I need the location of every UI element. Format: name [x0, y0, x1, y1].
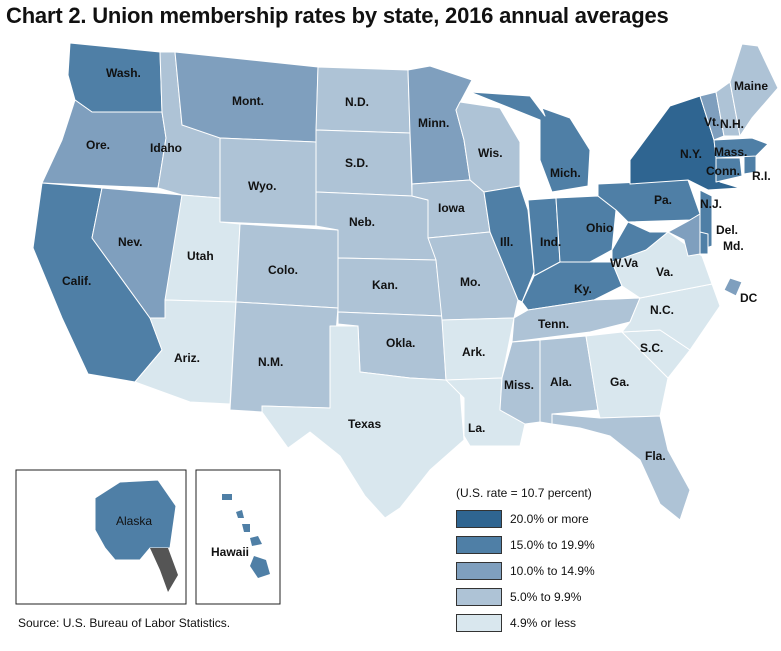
- label-sc: S.C.: [640, 341, 663, 355]
- label-va: Va.: [656, 265, 673, 279]
- state-mass[interactable]: [713, 137, 769, 159]
- label-dc: DC: [740, 291, 758, 305]
- label-miss: Miss.: [504, 378, 534, 392]
- label-wyo: Wyo.: [248, 179, 276, 193]
- label-neb: Neb.: [349, 215, 375, 229]
- label-md: Md.: [723, 239, 744, 253]
- state-del[interactable]: [699, 231, 709, 255]
- state-pa[interactable]: [597, 179, 701, 223]
- label-vt: Vt.: [704, 115, 719, 129]
- legend-heading: (U.S. rate = 10.7 percent): [456, 486, 592, 500]
- label-colo: Colo.: [268, 263, 298, 277]
- label-ohio: Ohio: [586, 221, 613, 235]
- label-utah: Utah: [187, 249, 214, 263]
- label-wva: W.Va: [610, 256, 638, 270]
- legend-swatch: [456, 588, 502, 606]
- chart-title: Chart 2. Union membership rates by state…: [6, 3, 669, 28]
- label-ga: Ga.: [610, 375, 629, 389]
- legend-swatch: [456, 510, 502, 528]
- label-okla: Okla.: [386, 336, 415, 350]
- legend-item-1: 20.0% or more: [456, 508, 756, 530]
- label-conn: Conn.: [706, 164, 740, 178]
- label-ny: N.Y.: [680, 147, 702, 161]
- state-texas[interactable]: [261, 325, 465, 519]
- label-mich: Mich.: [550, 166, 581, 180]
- label-wis: Wis.: [478, 146, 503, 160]
- state-dc[interactable]: [723, 277, 743, 297]
- label-alaska: Alaska: [116, 514, 152, 528]
- source-note: Source: U.S. Bureau of Labor Statistics.: [18, 616, 231, 630]
- hawaii-inset-frame: [195, 469, 281, 605]
- label-maine: Maine: [734, 79, 768, 93]
- legend-item-2: 15.0% to 19.9%: [456, 534, 756, 556]
- label-ore: Ore.: [86, 138, 110, 152]
- label-mont: Mont.: [232, 94, 264, 108]
- label-idaho: Idaho: [150, 141, 182, 155]
- label-ala: Ala.: [550, 375, 572, 389]
- label-fla: Fla.: [645, 449, 666, 463]
- state-md[interactable]: [667, 213, 701, 257]
- legend-swatch: [456, 614, 502, 632]
- label-ill: Ill.: [500, 235, 513, 249]
- label-nd: N.D.: [345, 95, 369, 109]
- state-nm[interactable]: [229, 301, 339, 413]
- label-del: Del.: [716, 223, 738, 237]
- label-ind: Ind.: [540, 235, 561, 249]
- label-nm: N.M.: [258, 355, 283, 369]
- state-conn[interactable]: [715, 157, 743, 183]
- label-iowa: Iowa: [438, 201, 465, 215]
- state-fla[interactable]: [551, 413, 691, 521]
- label-nj: N.J.: [700, 197, 722, 211]
- legend-swatch: [456, 562, 502, 580]
- legend-label: 5.0% to 9.9%: [510, 590, 582, 604]
- legend-label: 4.9% or less: [510, 616, 577, 630]
- label-nh: N.H.: [720, 117, 744, 131]
- state-ill[interactable]: [483, 185, 535, 303]
- legend-label: 15.0% to 19.9%: [510, 538, 595, 552]
- legend-item-3: 10.0% to 14.9%: [456, 560, 756, 582]
- state-ny[interactable]: [629, 95, 741, 191]
- state-maine[interactable]: [729, 43, 779, 137]
- legend-label: 10.0% to 14.9%: [510, 564, 595, 578]
- legend-label: 20.0% or more: [510, 512, 589, 526]
- label-ariz: Ariz.: [174, 351, 200, 365]
- label-ri: R.I.: [752, 169, 771, 183]
- label-wash: Wash.: [106, 66, 141, 80]
- label-sd: S.D.: [345, 156, 368, 170]
- state-nc[interactable]: [621, 283, 721, 351]
- label-kan: Kan.: [372, 278, 398, 292]
- label-pa: Pa.: [654, 193, 672, 207]
- label-nev: Nev.: [118, 235, 142, 249]
- state-hawaii[interactable]: [222, 494, 270, 578]
- label-texas: Texas: [348, 417, 381, 431]
- label-hawaii: Hawaii: [211, 545, 249, 559]
- legend-swatch: [456, 536, 502, 554]
- legend-item-4: 5.0% to 9.9%: [456, 586, 756, 608]
- label-calif: Calif.: [62, 274, 91, 288]
- label-mass: Mass.: [714, 145, 747, 159]
- label-la: La.: [468, 421, 485, 435]
- label-minn: Minn.: [418, 116, 449, 130]
- label-ky: Ky.: [574, 282, 592, 296]
- state-mich[interactable]: [469, 91, 591, 193]
- label-ark: Ark.: [462, 345, 485, 359]
- legend-item-5: 4.9% or less: [456, 612, 756, 634]
- legend: (U.S. rate = 10.7 percent) 20.0% or more…: [456, 486, 756, 638]
- label-tenn: Tenn.: [538, 317, 569, 331]
- label-nc: N.C.: [650, 303, 674, 317]
- label-mo: Mo.: [460, 275, 481, 289]
- alaska-panhandle: [150, 548, 178, 592]
